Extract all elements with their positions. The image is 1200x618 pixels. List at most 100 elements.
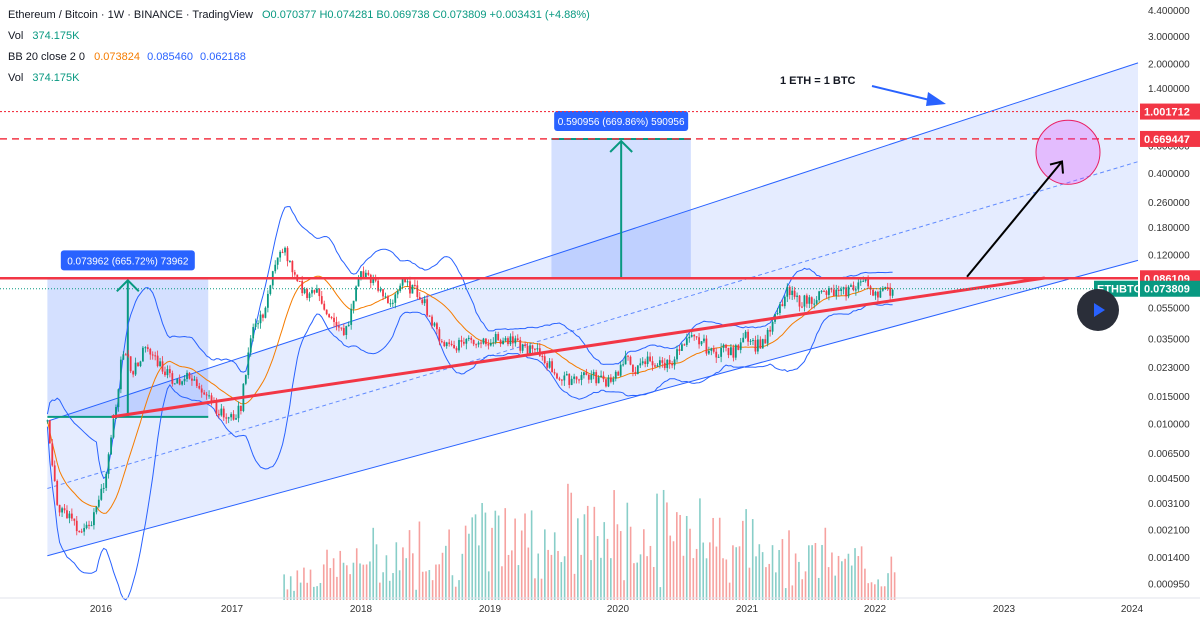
legend-bollinger-row[interactable]: BB 20 close 2 0 0.073824 0.085460 0.0621… <box>8 47 590 68</box>
candle-body <box>374 278 377 281</box>
volume-bar <box>494 510 497 600</box>
price-axis-tick: 0.003100 <box>1148 499 1190 510</box>
candle-body <box>783 296 786 307</box>
candle-body <box>399 285 402 291</box>
candle-body <box>124 354 127 356</box>
candle-body <box>531 345 534 349</box>
candle-body <box>776 313 779 315</box>
candle-body <box>514 338 517 344</box>
volume-bar <box>880 586 883 600</box>
legend-title-row: Ethereum / Bitcoin · 1W · BINANCE · Trad… <box>8 5 590 26</box>
bollinger-label: BB 20 close 2 0 <box>8 51 86 63</box>
candle-body <box>384 296 387 298</box>
candle-body <box>884 287 887 289</box>
volume-bar <box>454 586 457 600</box>
candle-body <box>587 374 590 380</box>
candle-body <box>639 363 642 366</box>
volume-bar <box>534 578 536 600</box>
candle-body <box>725 344 727 348</box>
volume-bar <box>659 587 662 600</box>
volume-bar <box>336 576 338 600</box>
volume-bar <box>570 492 573 600</box>
candle-body <box>107 454 110 474</box>
volume-bar <box>791 585 794 600</box>
price-axis-tick: 0.035000 <box>1148 334 1190 345</box>
volume-bar <box>685 515 688 600</box>
volume-bar <box>471 517 474 600</box>
volume-bar <box>421 571 424 600</box>
volume-bar <box>577 518 579 600</box>
volume-bar <box>745 509 747 600</box>
price-tag-one-eth-one-btc: 1.001712 <box>1144 107 1190 119</box>
candle-body <box>95 506 98 513</box>
volume-bar <box>586 505 589 600</box>
candle-body <box>632 364 634 372</box>
candle-body <box>394 294 397 303</box>
volume-bar <box>827 567 830 600</box>
candle-body <box>673 359 676 366</box>
candle-body <box>636 365 639 375</box>
candle-body <box>325 309 328 315</box>
volume-bar <box>814 543 817 600</box>
candle-body <box>845 287 847 297</box>
candle-body <box>409 281 411 294</box>
candle-body <box>634 371 637 375</box>
candle-body <box>173 383 176 385</box>
volume-bar <box>557 550 559 600</box>
candle-body <box>543 356 546 364</box>
legend-volume-row[interactable]: Vol 374.175K <box>8 26 590 47</box>
volume-bar <box>821 544 823 600</box>
candle-body <box>480 342 482 344</box>
candle-body <box>244 375 247 384</box>
candle-body <box>306 289 308 298</box>
time-axis-tick: 2021 <box>736 604 759 615</box>
volume-bar <box>666 502 668 600</box>
candle-body <box>298 280 301 282</box>
candle-body <box>291 261 294 273</box>
volume-bar <box>808 545 810 600</box>
candle-body <box>78 531 81 533</box>
candle-body <box>112 418 115 438</box>
volume-bar <box>606 538 609 600</box>
regression-channel-fill <box>47 62 1138 556</box>
volume-bar <box>860 546 863 600</box>
candle-body <box>798 295 801 307</box>
candle-body <box>421 299 424 304</box>
replay-play-button[interactable] <box>1077 289 1119 331</box>
candle-body <box>764 339 767 344</box>
candle-body <box>592 372 595 375</box>
volume-bar <box>738 546 741 600</box>
annotation-arrow-head <box>926 92 946 106</box>
candle-body <box>440 341 443 343</box>
candle-body <box>761 339 764 349</box>
volume-bar <box>332 558 335 600</box>
candle-body <box>864 279 867 281</box>
candle-body <box>119 359 122 390</box>
volume-bar <box>629 526 632 600</box>
candle-body <box>717 356 720 358</box>
candle-body <box>161 361 164 372</box>
volume-bar <box>289 576 292 600</box>
candle-body <box>97 499 100 507</box>
candle-body <box>730 347 732 356</box>
candle-body <box>526 345 529 355</box>
volume-bar <box>672 541 675 600</box>
candle-body <box>132 371 135 375</box>
volume-bar <box>306 582 309 600</box>
measure-label-2: 0.590956 (669.86%) 590956 <box>558 117 685 128</box>
volume-bar <box>893 572 896 600</box>
candle-body <box>619 364 622 376</box>
candle-body <box>482 338 485 344</box>
candle-body <box>357 279 360 287</box>
volume-bar <box>379 582 381 600</box>
candle-body <box>683 344 686 346</box>
volume-bar <box>573 573 576 600</box>
candle-body <box>443 342 446 347</box>
price-axis-background <box>1139 0 1200 618</box>
candle-body <box>867 279 870 287</box>
candle-body <box>859 281 862 283</box>
candle-body <box>382 289 384 297</box>
volume-bar <box>844 558 846 600</box>
legend-volume-row-2[interactable]: Vol 374.175K <box>8 68 590 89</box>
